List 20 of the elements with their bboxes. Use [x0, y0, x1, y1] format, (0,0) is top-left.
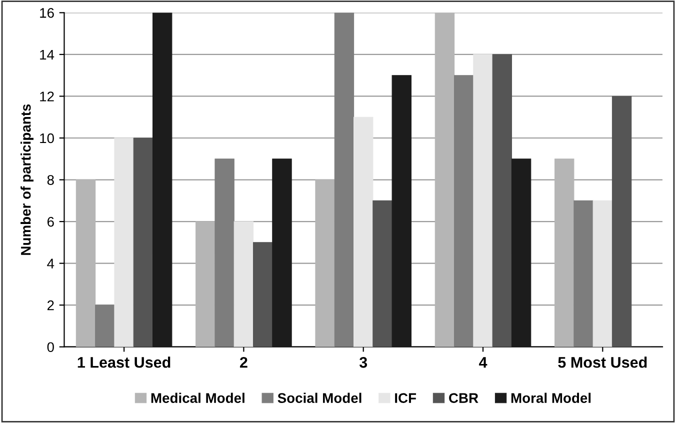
- legend-label: ICF: [395, 393, 416, 403]
- legend-label: Moral Model: [511, 392, 591, 403]
- y-tick-label: 4: [47, 258, 54, 268]
- x-tick-label: 2: [240, 356, 248, 368]
- legend-label: Social Model: [278, 392, 362, 403]
- y-tick-label: 2: [47, 300, 54, 310]
- y-tick-label: 0: [47, 342, 54, 352]
- y-tick-label: 6: [47, 216, 54, 227]
- x-tick-label: 4: [478, 357, 488, 368]
- x-tick-label: 1 Least Used: [78, 356, 170, 368]
- y-tick-label: 14: [40, 50, 54, 60]
- y-tick-label: 10: [40, 133, 54, 144]
- y-tick-label: 16: [40, 8, 54, 18]
- y-tick-label: 8: [47, 175, 54, 185]
- legend-label: Medical Model: [151, 392, 244, 403]
- x-tick-label: 5 Most Used: [558, 356, 647, 368]
- y-tick-label: 12: [40, 92, 54, 102]
- x-tick-label: 3: [359, 356, 368, 368]
- y-axis-title: Number of participants: [20, 104, 34, 255]
- legend-label: CBR: [449, 393, 478, 403]
